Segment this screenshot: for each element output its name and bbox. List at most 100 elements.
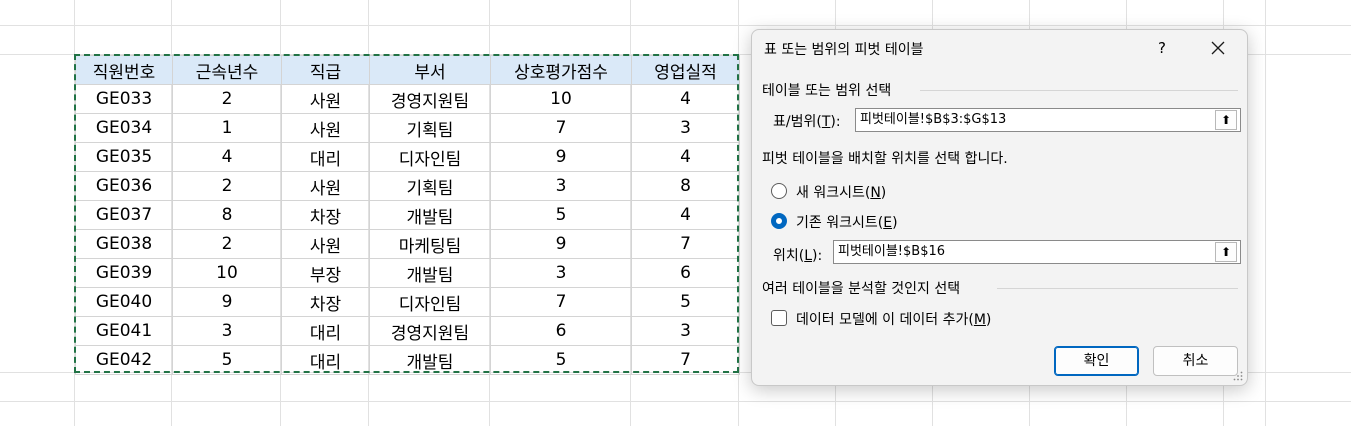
table-cell[interactable]: 4 bbox=[631, 142, 740, 172]
table-cell[interactable]: 3 bbox=[631, 113, 740, 143]
location-input[interactable]: 피벗테이블!$B$16 bbox=[833, 240, 1241, 264]
table-cell[interactable]: 부장 bbox=[281, 258, 370, 288]
table-cell[interactable]: 7 bbox=[490, 113, 632, 143]
close-icon bbox=[1211, 41, 1225, 55]
table-cell[interactable]: 사원 bbox=[281, 113, 370, 143]
table-cell[interactable]: GE038 bbox=[75, 229, 173, 259]
section-label-multiple-tables: 여러 테이블을 분석할 것인지 선택 bbox=[762, 281, 961, 297]
data-model-checkbox[interactable] bbox=[771, 310, 787, 326]
column-header[interactable]: 직원번호 bbox=[75, 55, 173, 85]
section-label-placement: 피벗 테이블을 배치할 위치를 선택 합니다. bbox=[762, 151, 1008, 167]
table-cell[interactable]: 4 bbox=[631, 84, 740, 114]
section-label-select-range: 테이블 또는 범위 선택 bbox=[762, 83, 892, 99]
table-cell[interactable]: 디자인팀 bbox=[369, 142, 491, 172]
table-cell[interactable]: 10 bbox=[490, 84, 632, 114]
new-worksheet-label[interactable]: 새 워크시트(N) bbox=[796, 185, 887, 201]
table-cell[interactable]: 대리 bbox=[281, 142, 370, 172]
resize-grip-icon[interactable] bbox=[1233, 371, 1243, 381]
location-collapse-button[interactable]: ⬆ bbox=[1215, 242, 1237, 262]
table-cell[interactable]: 사원 bbox=[281, 229, 370, 259]
table-cell[interactable]: 8 bbox=[631, 171, 740, 201]
table-row: GE036 2 사원 기획팀 3 8 bbox=[75, 171, 740, 201]
table-cell[interactable]: GE037 bbox=[75, 200, 173, 230]
table-cell[interactable]: 차장 bbox=[281, 200, 370, 230]
table-cell[interactable]: 대리 bbox=[281, 316, 370, 346]
table-cell[interactable]: 7 bbox=[490, 287, 632, 317]
table-cell[interactable]: 9 bbox=[490, 229, 632, 259]
table-cell[interactable]: 3 bbox=[631, 316, 740, 346]
table-cell[interactable]: 7 bbox=[631, 229, 740, 259]
grid-line bbox=[1265, 0, 1266, 426]
table-cell[interactable]: 1 bbox=[172, 113, 282, 143]
grid-line bbox=[0, 401, 1351, 402]
table-cell[interactable]: 5 bbox=[172, 345, 282, 375]
range-collapse-button[interactable]: ⬆ bbox=[1215, 110, 1237, 130]
table-row: GE034 1 사원 기획팀 7 3 bbox=[75, 113, 740, 143]
table-row: GE041 3 대리 경영지원팀 6 3 bbox=[75, 316, 740, 346]
new-worksheet-radio[interactable] bbox=[771, 183, 787, 199]
table-cell[interactable]: 9 bbox=[490, 142, 632, 172]
table-cell[interactable]: GE033 bbox=[75, 84, 173, 114]
table-cell[interactable]: 대리 bbox=[281, 345, 370, 375]
section-divider bbox=[920, 90, 1238, 91]
table-row: GE042 5 대리 개발팀 5 7 bbox=[75, 345, 740, 375]
table-cell[interactable]: 차장 bbox=[281, 287, 370, 317]
table-cell[interactable]: 3 bbox=[490, 258, 632, 288]
table-cell[interactable]: 개발팀 bbox=[369, 345, 491, 375]
data-model-label[interactable]: 데이터 모델에 이 데이터 추가(M) bbox=[796, 312, 992, 328]
table-cell[interactable]: GE039 bbox=[75, 258, 173, 288]
table-cell[interactable]: 6 bbox=[631, 258, 740, 288]
table-cell[interactable]: 2 bbox=[172, 84, 282, 114]
existing-worksheet-label[interactable]: 기존 워크시트(E) bbox=[796, 215, 898, 231]
table-cell[interactable]: 7 bbox=[631, 345, 740, 375]
column-header[interactable]: 부서 bbox=[369, 55, 491, 85]
table-cell[interactable]: 사원 bbox=[281, 84, 370, 114]
table-cell[interactable]: 10 bbox=[172, 258, 282, 288]
table-cell[interactable]: GE041 bbox=[75, 316, 173, 346]
table-cell[interactable]: 4 bbox=[631, 200, 740, 230]
table-cell[interactable]: 개발팀 bbox=[369, 258, 491, 288]
table-cell[interactable]: 5 bbox=[490, 345, 632, 375]
help-button[interactable]: ? bbox=[1158, 39, 1166, 57]
column-header[interactable]: 상호평가점수 bbox=[490, 55, 632, 85]
table-cell[interactable]: 4 bbox=[172, 142, 282, 172]
column-header[interactable]: 영업실적 bbox=[631, 55, 740, 85]
table-cell[interactable]: GE040 bbox=[75, 287, 173, 317]
collapse-arrow-icon: ⬆ bbox=[1220, 113, 1232, 127]
column-header[interactable]: 근속년수 bbox=[172, 55, 282, 85]
table-cell[interactable]: 5 bbox=[631, 287, 740, 317]
ok-button[interactable]: 확인 bbox=[1054, 346, 1139, 376]
collapse-arrow-icon: ⬆ bbox=[1220, 245, 1232, 259]
table-cell[interactable]: 디자인팀 bbox=[369, 287, 491, 317]
table-cell[interactable]: 기획팀 bbox=[369, 113, 491, 143]
table-cell[interactable]: 9 bbox=[172, 287, 282, 317]
table-cell[interactable]: 마케팅팀 bbox=[369, 229, 491, 259]
close-button[interactable] bbox=[1201, 34, 1235, 62]
table-cell[interactable]: 6 bbox=[490, 316, 632, 346]
existing-worksheet-radio[interactable] bbox=[771, 213, 787, 229]
table-cell[interactable]: 2 bbox=[172, 171, 282, 201]
table-cell[interactable]: 3 bbox=[490, 171, 632, 201]
table-cell[interactable]: 경영지원팀 bbox=[369, 316, 491, 346]
range-input[interactable]: 피벗테이블!$B$3:$G$13 bbox=[855, 108, 1241, 132]
cancel-button[interactable]: 취소 bbox=[1153, 346, 1238, 376]
table-cell[interactable]: GE034 bbox=[75, 113, 173, 143]
data-table[interactable]: 직원번호 근속년수 직급 부서 상호평가점수 영업실적 GE033 2 사원 경… bbox=[75, 55, 740, 375]
table-cell[interactable]: GE042 bbox=[75, 345, 173, 375]
table-row: GE040 9 차장 디자인팀 7 5 bbox=[75, 287, 740, 317]
table-cell[interactable]: GE036 bbox=[75, 171, 173, 201]
table-cell[interactable]: 8 bbox=[172, 200, 282, 230]
table-cell[interactable]: 개발팀 bbox=[369, 200, 491, 230]
column-header[interactable]: 직급 bbox=[281, 55, 370, 85]
table-cell[interactable]: 3 bbox=[172, 316, 282, 346]
table-cell[interactable]: 경영지원팀 bbox=[369, 84, 491, 114]
table-row: GE039 10 부장 개발팀 3 6 bbox=[75, 258, 740, 288]
table-cell[interactable]: 사원 bbox=[281, 171, 370, 201]
table-row: GE033 2 사원 경영지원팀 10 4 bbox=[75, 84, 740, 114]
table-cell[interactable]: GE035 bbox=[75, 142, 173, 172]
table-cell[interactable]: 기획팀 bbox=[369, 171, 491, 201]
table-row: GE038 2 사원 마케팅팀 9 7 bbox=[75, 229, 740, 259]
table-cell[interactable]: 5 bbox=[490, 200, 632, 230]
table-cell[interactable]: 2 bbox=[172, 229, 282, 259]
